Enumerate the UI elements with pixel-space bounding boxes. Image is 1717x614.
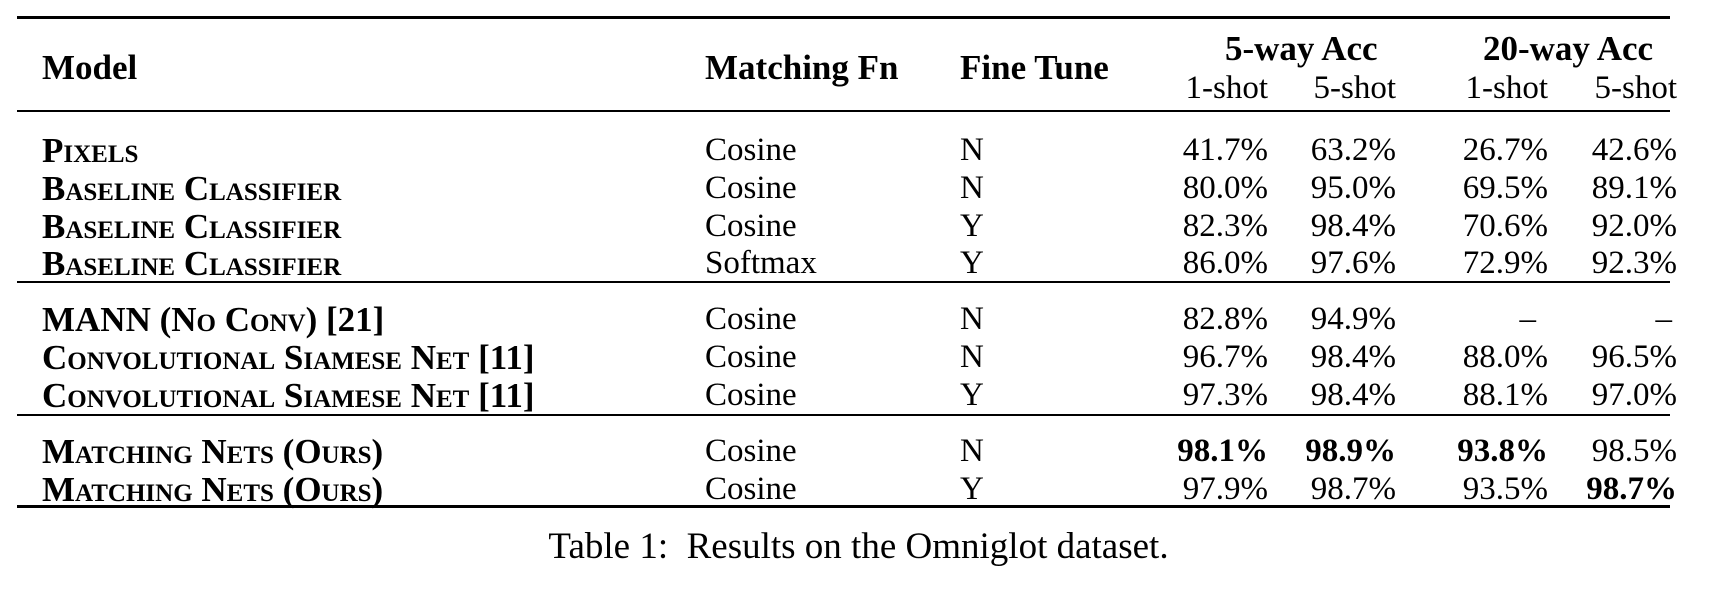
acc-5way-5shot: 98.4%: [1310, 339, 1396, 375]
table-top-rule: [17, 16, 1670, 19]
acc-5way-5shot: 95.0%: [1310, 170, 1396, 206]
model-name: Baseline Classifier: [42, 244, 342, 283]
acc-20way-1shot: 88.1%: [1462, 377, 1548, 413]
fine-tune: N: [960, 433, 984, 469]
acc-20way-5shot: 96.5%: [1591, 339, 1677, 375]
acc-5way-1shot: 86.0%: [1182, 245, 1268, 281]
acc-5way-1shot: 80.0%: [1182, 170, 1268, 206]
fine-tune: N: [960, 132, 984, 168]
acc-5way-1shot: 97.3%: [1182, 377, 1268, 413]
acc-5way-1shot: 41.7%: [1182, 132, 1268, 168]
group-rule-1: [17, 281, 1670, 283]
matching-fn: Cosine: [705, 433, 797, 469]
header-5-way-acc: 5-way Acc: [1225, 29, 1378, 68]
acc-5way-1shot: 82.3%: [1182, 208, 1268, 244]
model-name: Matching Nets (Ours): [42, 432, 384, 471]
acc-20way-5shot: 92.0%: [1591, 208, 1677, 244]
header-rule: [17, 110, 1670, 112]
matching-fn: Cosine: [705, 208, 797, 244]
model-name: Convolutional Siamese Net [11]: [42, 338, 535, 377]
matching-fn: Cosine: [705, 170, 797, 206]
model-name: Pixels: [42, 131, 139, 170]
acc-5way-5shot: 63.2%: [1310, 132, 1396, 168]
fine-tune: Y: [960, 471, 984, 507]
matching-fn: Cosine: [705, 132, 797, 168]
fine-tune: Y: [960, 245, 984, 281]
header-fine-tune: Fine Tune: [960, 48, 1109, 87]
model-name: MANN (No Conv) [21]: [42, 300, 385, 339]
acc-5way-5shot: 98.9%: [1305, 433, 1396, 469]
matching-fn: Cosine: [705, 377, 797, 413]
acc-20way-5shot: 98.7%: [1586, 471, 1677, 507]
fine-tune: N: [960, 170, 984, 206]
model-name: Matching Nets (Ours): [42, 470, 384, 509]
acc-20way-1shot: 26.7%: [1462, 132, 1548, 168]
acc-5way-1shot: 96.7%: [1182, 339, 1268, 375]
acc-20way-1shot: 70.6%: [1462, 208, 1548, 244]
header-20way-1shot: 1-shot: [1465, 70, 1549, 106]
fine-tune: Y: [960, 208, 984, 244]
acc-5way-1shot: 82.8%: [1182, 301, 1268, 337]
fine-tune: N: [960, 339, 984, 375]
acc-20way-1shot: 93.8%: [1457, 433, 1548, 469]
acc-5way-1shot: 97.9%: [1182, 471, 1268, 507]
matching-fn: Softmax: [705, 245, 817, 281]
acc-20way-5shot: –: [1655, 301, 1673, 337]
acc-5way-1shot: 98.1%: [1177, 433, 1268, 469]
header-5way-5shot: 5-shot: [1313, 70, 1397, 106]
acc-20way-5shot: 97.0%: [1591, 377, 1677, 413]
acc-5way-5shot: 98.4%: [1310, 377, 1396, 413]
acc-5way-5shot: 97.6%: [1310, 245, 1396, 281]
acc-20way-1shot: –: [1519, 301, 1537, 337]
matching-fn: Cosine: [705, 301, 797, 337]
matching-fn: Cosine: [705, 339, 797, 375]
header-model: Model: [42, 48, 138, 87]
group-rule-2: [17, 414, 1670, 416]
header-5way-1shot: 1-shot: [1185, 70, 1269, 106]
acc-5way-5shot: 94.9%: [1310, 301, 1396, 337]
acc-20way-1shot: 72.9%: [1462, 245, 1548, 281]
acc-20way-5shot: 98.5%: [1591, 433, 1677, 469]
matching-fn: Cosine: [705, 471, 797, 507]
header-20way-5shot: 5-shot: [1594, 70, 1678, 106]
acc-20way-1shot: 88.0%: [1462, 339, 1548, 375]
header-matching-fn: Matching Fn: [705, 48, 899, 87]
acc-20way-5shot: 42.6%: [1591, 132, 1677, 168]
model-name: Convolutional Siamese Net [11]: [42, 376, 535, 415]
fine-tune: N: [960, 301, 984, 337]
acc-20way-5shot: 89.1%: [1591, 170, 1677, 206]
fine-tune: Y: [960, 377, 984, 413]
acc-20way-5shot: 92.3%: [1591, 245, 1677, 281]
header-20-way-acc: 20-way Acc: [1483, 29, 1654, 68]
acc-5way-5shot: 98.4%: [1310, 208, 1396, 244]
table-bottom-rule: [17, 505, 1670, 508]
acc-20way-1shot: 93.5%: [1462, 471, 1548, 507]
model-name: Baseline Classifier: [42, 169, 342, 208]
table-caption: Table 1: Results on the Omniglot dataset…: [548, 526, 1169, 567]
acc-5way-5shot: 98.7%: [1310, 471, 1396, 507]
model-name: Baseline Classifier: [42, 207, 342, 246]
acc-20way-1shot: 69.5%: [1462, 170, 1548, 206]
